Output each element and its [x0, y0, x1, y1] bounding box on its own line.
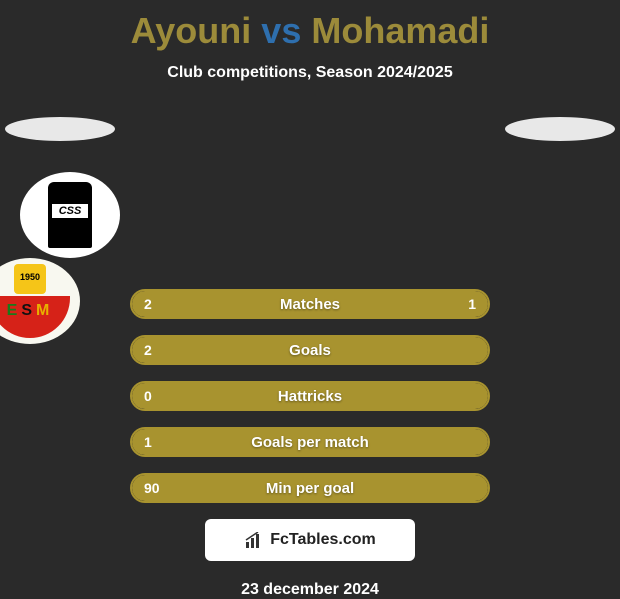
stat-label: Hattricks	[132, 388, 488, 405]
site-badge: FcTables.com	[205, 519, 415, 561]
stat-row: Matches2 1	[130, 289, 490, 319]
page-title: Ayouni vs Mohamadi	[0, 0, 620, 52]
date-label: 23 december 2024	[0, 581, 620, 599]
stat-value-left: 0	[144, 388, 152, 404]
stat-label: Min per goal	[132, 480, 488, 497]
stat-value-left: 1	[144, 434, 152, 450]
club-logo-right: ESM	[0, 258, 80, 344]
stat-value-left: 2	[144, 296, 152, 312]
site-name: FcTables.com	[270, 531, 376, 549]
comparison-panel: ESM Matches21Goals2Hattricks0Goals per m…	[0, 117, 620, 503]
stat-value-right: 1	[468, 296, 476, 312]
esm-letters: ESM	[0, 302, 80, 320]
esm-year-badge	[14, 264, 46, 294]
chart-icon	[244, 532, 264, 548]
stat-row: Goals2	[130, 335, 490, 365]
stat-value-left: 2	[144, 342, 152, 358]
player1-name: Ayouni	[131, 10, 252, 51]
stat-row: Min per goal90	[130, 473, 490, 503]
stat-row: Hattricks0	[130, 381, 490, 411]
subtitle: Club competitions, Season 2024/2025	[0, 64, 620, 82]
stat-bars: Matches21Goals2Hattricks0Goals per match…	[130, 289, 490, 503]
vs-text: vs	[261, 10, 301, 51]
stat-label: Goals per match	[132, 434, 488, 451]
stat-label: Goals	[132, 342, 488, 359]
player1-ellipse	[5, 117, 115, 141]
stat-value-left: 90	[144, 480, 160, 496]
stat-label: Matches	[132, 296, 488, 313]
stat-row: Goals per match1	[130, 427, 490, 457]
club-logo-left	[20, 172, 120, 258]
player2-name: Mohamadi	[311, 10, 489, 51]
player2-ellipse	[505, 117, 615, 141]
